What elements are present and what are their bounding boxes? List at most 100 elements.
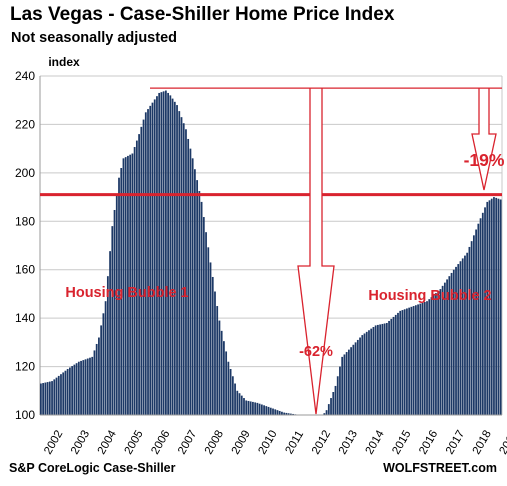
bar (113, 209, 116, 415)
bar (372, 327, 375, 415)
bar (127, 155, 129, 415)
bar (363, 333, 366, 415)
bar (55, 377, 58, 415)
bar (278, 410, 281, 415)
bar (82, 360, 85, 415)
bar (267, 406, 270, 415)
bar (80, 360, 82, 415)
bar (354, 342, 357, 415)
bar (394, 314, 397, 415)
x-tick-label: 2007 (176, 428, 199, 456)
bar (417, 304, 419, 415)
bar (437, 291, 440, 415)
bar (419, 303, 422, 415)
bar (102, 313, 105, 415)
bar (450, 272, 453, 415)
source-note: S&P CoreLogic Case-Shiller (9, 461, 176, 475)
bar (160, 92, 163, 415)
bar (285, 412, 288, 415)
bar (497, 198, 500, 415)
bar (477, 223, 480, 415)
y-tick-label: 180 (15, 214, 35, 228)
bar (53, 379, 56, 415)
bar (115, 193, 118, 415)
bar (122, 158, 125, 415)
bar (446, 279, 448, 415)
bar (185, 129, 187, 415)
bar (484, 207, 486, 415)
bar (158, 92, 161, 415)
bar (470, 241, 473, 415)
bar (91, 356, 94, 415)
bar (493, 197, 495, 415)
bar (361, 335, 364, 415)
bar (236, 390, 239, 415)
bar (205, 232, 207, 415)
bar (455, 266, 457, 415)
bar (265, 406, 268, 415)
bar (289, 413, 292, 415)
y-tick-label: 160 (15, 263, 35, 277)
bar (332, 392, 335, 415)
bar (162, 91, 165, 415)
bar (263, 405, 265, 415)
bar (245, 400, 248, 415)
bar (397, 312, 399, 415)
bar (468, 246, 471, 415)
bar (443, 282, 446, 415)
bar (256, 402, 259, 415)
bar (276, 410, 279, 415)
bar (171, 98, 174, 415)
bar (95, 343, 98, 415)
bar (272, 408, 274, 415)
bar (93, 350, 96, 415)
bar (490, 198, 493, 415)
annotation-label: -62% (299, 344, 333, 360)
bar (283, 412, 286, 415)
bar (191, 158, 194, 415)
bar (176, 105, 178, 415)
bar (207, 247, 210, 415)
bar (254, 402, 257, 415)
bar (223, 341, 225, 415)
bar (147, 109, 149, 415)
bar (138, 134, 140, 416)
bar (211, 276, 214, 415)
bar (234, 383, 236, 415)
bar (408, 307, 411, 415)
bar (106, 276, 109, 415)
bar (194, 169, 196, 415)
bar (209, 262, 212, 415)
bar (104, 301, 107, 415)
x-tick-label: 2012 (310, 428, 333, 456)
bar (66, 368, 69, 415)
bar (341, 356, 344, 415)
annotation-label: -19% (464, 150, 505, 170)
x-tick-label: 2002 (42, 428, 65, 456)
bar (466, 252, 469, 415)
bar (111, 226, 114, 415)
bar (249, 401, 252, 415)
bar (133, 147, 136, 415)
bar (390, 318, 393, 415)
bar (385, 322, 388, 415)
chart-title: Las Vegas - Case-Shiller Home Price Inde… (10, 4, 395, 25)
bar (499, 199, 502, 415)
bar (370, 328, 373, 415)
bar (151, 102, 154, 415)
bar (343, 354, 346, 415)
bar (352, 344, 355, 415)
x-tick-label: 2013 (337, 428, 360, 456)
bar (475, 229, 477, 415)
x-tick-label: 2009 (230, 428, 253, 456)
bar (60, 374, 62, 415)
annotation-label: Housing Bubble 1 (65, 285, 188, 301)
bar (379, 324, 382, 415)
bar (42, 383, 45, 415)
bar (144, 112, 147, 415)
bar (381, 323, 384, 415)
y-tick-label: 140 (15, 311, 35, 325)
bar (452, 269, 455, 415)
bar (368, 330, 370, 415)
